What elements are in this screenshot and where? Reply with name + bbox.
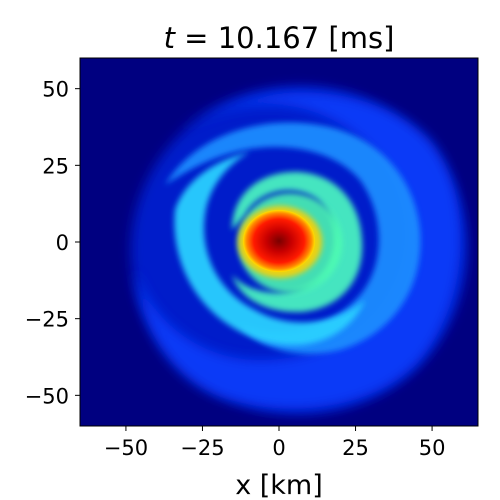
x-tick-label: 0	[272, 436, 285, 460]
outer-disk-arm	[135, 92, 461, 409]
plot-area	[80, 58, 478, 426]
dense-core	[243, 210, 315, 272]
y-axis: 50 25 0 −25 −50	[25, 78, 80, 408]
chart-title-var: t	[164, 21, 177, 55]
x-tick-label: −50	[104, 436, 148, 460]
y-tick-label: 0	[56, 231, 69, 255]
x-axis: −50 −25 0 25 50	[104, 426, 446, 460]
x-tick-label: 50	[419, 436, 446, 460]
spiral-arm-inner	[232, 171, 363, 313]
y-tick-label: −25	[25, 308, 69, 332]
y-tick-label: 25	[42, 154, 69, 178]
x-tick-label: −25	[180, 436, 224, 460]
spiral-arm-left	[174, 152, 365, 346]
y-tick-label: 50	[42, 78, 69, 102]
y-tick-label: −50	[25, 384, 69, 408]
chart-title: t = 10.167 [ms]	[164, 21, 395, 55]
x-axis-label: x [km]	[235, 470, 323, 500]
x-tick-label: 25	[342, 436, 369, 460]
chart-title-rest: = 10.167 [ms]	[175, 21, 394, 55]
